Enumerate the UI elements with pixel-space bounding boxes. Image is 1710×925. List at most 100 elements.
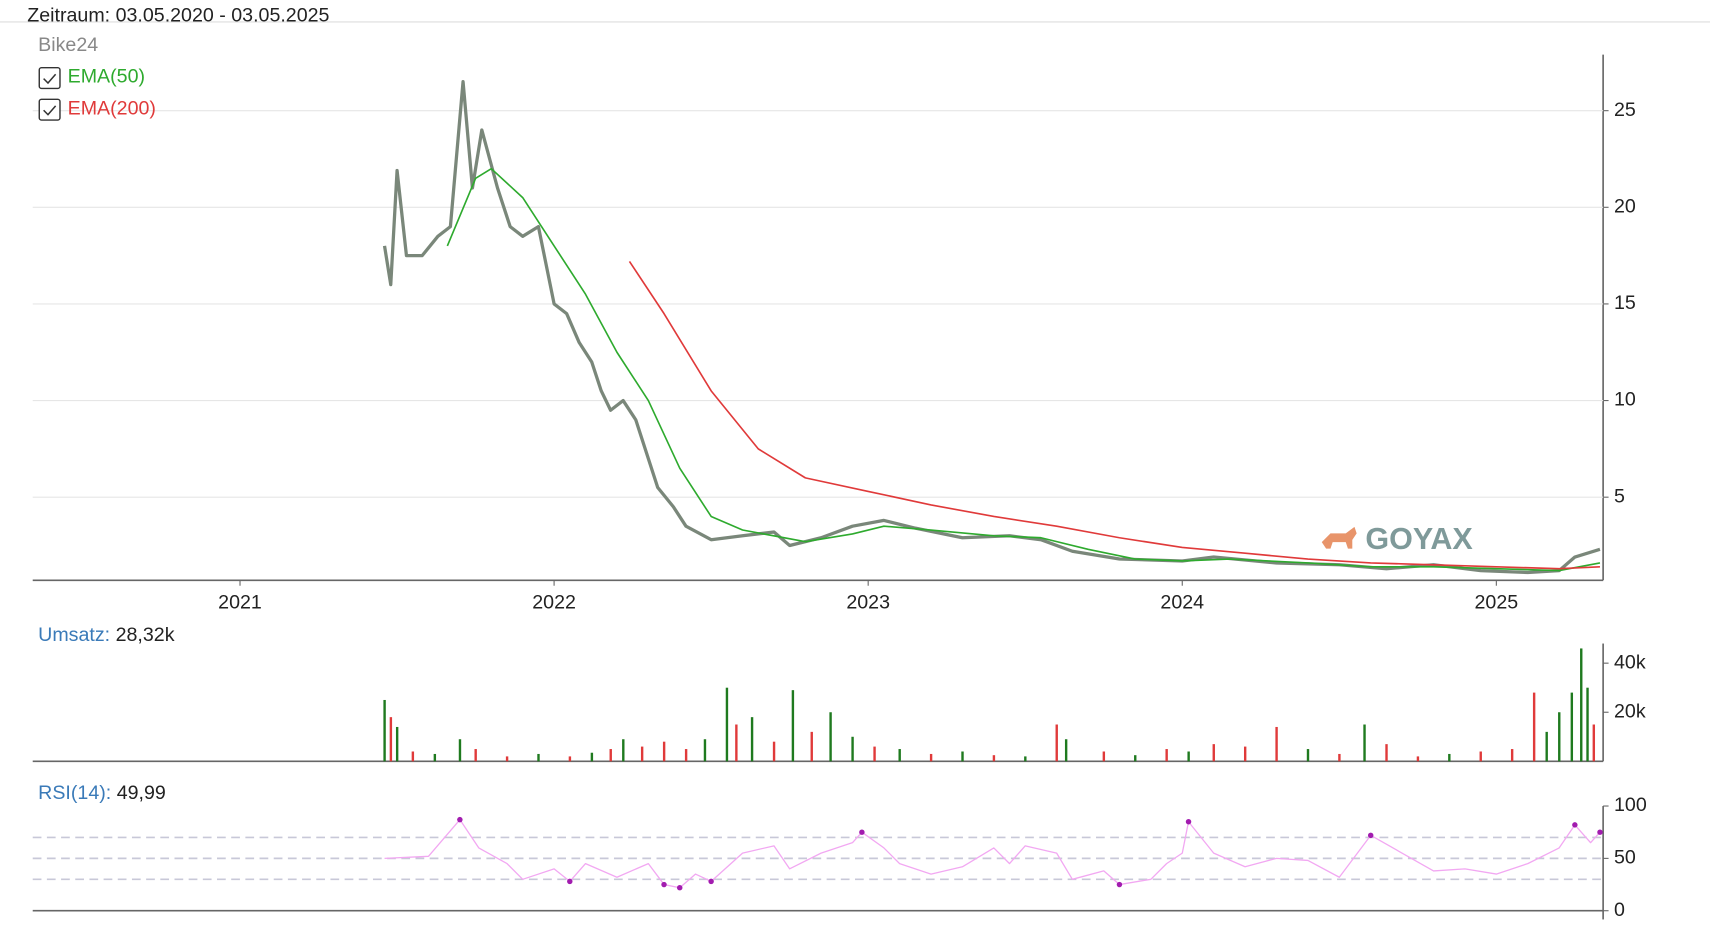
watermark-text: GOYAX [1365, 522, 1473, 556]
volume-title: Umsatz: [38, 624, 110, 646]
y-tick-label: 100 [1614, 794, 1647, 816]
volume-bar [1064, 739, 1068, 762]
checkmark [43, 73, 57, 85]
volume-bar [810, 731, 813, 762]
volume-header: Umsatz: 28,32k [38, 624, 175, 646]
legend-toggle[interactable]: EMA(200) [38, 97, 156, 121]
rsi-extreme [1572, 822, 1578, 828]
volume-bar [640, 746, 644, 762]
volume-bar [1055, 724, 1058, 762]
volume-bar [458, 739, 462, 762]
x-tick-label: 2022 [532, 591, 576, 613]
volume-bar [703, 739, 707, 762]
x-tick-label: 2021 [218, 591, 262, 613]
series-line [446, 167, 1601, 572]
volume-bar [829, 712, 832, 762]
volume-bar [684, 749, 688, 762]
volume-bar [1510, 749, 1514, 762]
series-line [384, 819, 1601, 889]
volume-bar [395, 726, 399, 762]
volume-bar [1532, 692, 1536, 762]
x-tick-label: 2023 [846, 591, 890, 613]
rsi-extreme [567, 878, 573, 885]
rsi-extreme [676, 884, 683, 891]
legend-label: EMA(200) [68, 97, 156, 119]
volume-bar [383, 699, 386, 762]
y-tick-label: 20 [1614, 195, 1636, 217]
rsi-extreme [1185, 819, 1192, 825]
volume-bar [1385, 744, 1388, 762]
volume-bar [1363, 724, 1366, 762]
volume-bar [992, 755, 996, 762]
volume-bar [750, 717, 754, 762]
x-tick-label: 2024 [1160, 591, 1204, 613]
volume-bar [1275, 726, 1278, 762]
y-tick-label: 50 [1614, 847, 1636, 869]
volume-bar [725, 687, 729, 762]
rsi-extreme [708, 878, 714, 885]
checkbox [38, 67, 61, 90]
volume-bar [1586, 687, 1589, 762]
y-tick-label: 5 [1614, 485, 1625, 507]
volume-bar [505, 756, 509, 762]
volume-bar [1187, 751, 1190, 762]
rsi-extreme [457, 816, 463, 823]
volume-bar [537, 753, 540, 762]
volume-current: 28,32k [116, 624, 175, 646]
legend-label: Bike24 [38, 34, 98, 56]
volume-bar [1416, 756, 1420, 762]
y-tick-label: 20k [1614, 700, 1646, 722]
volume-bar [568, 756, 572, 762]
volume-bar [1570, 692, 1574, 762]
rsi-extreme [859, 829, 865, 835]
volume-bar [898, 749, 901, 762]
volume-bar [1024, 756, 1027, 762]
watermark: GOYAX [1321, 522, 1473, 556]
rsi-current: 49,99 [117, 782, 166, 804]
checkbox [38, 98, 61, 121]
y-tick-label: 10 [1614, 389, 1636, 411]
volume-bar [1243, 746, 1247, 762]
x-tick-label: 2025 [1475, 591, 1519, 613]
series-line [382, 80, 1601, 575]
volume-bar [735, 724, 738, 762]
y-tick-label: 0 [1614, 899, 1625, 921]
volume-bar [772, 741, 776, 762]
volume-bar [474, 749, 477, 762]
volume-bar [389, 717, 393, 762]
volume-bar [929, 753, 933, 762]
rsi-extreme [661, 881, 667, 888]
volume-bar [622, 739, 625, 762]
volume-bar [1338, 753, 1341, 762]
volume-bar [1592, 724, 1596, 762]
volume-bar [411, 751, 415, 762]
volume-bar [1558, 712, 1561, 762]
volume-bar [961, 751, 964, 762]
volume-bar [873, 746, 876, 762]
volume-bar [1545, 731, 1548, 762]
checkmark [43, 105, 57, 116]
volume-bar [1165, 749, 1168, 762]
period: Zeitraum: 03.05.2020 - 03.05.2025 [27, 5, 329, 27]
volume-bar [1306, 749, 1310, 762]
y-tick-label: 15 [1614, 292, 1636, 314]
legend-toggle[interactable]: EMA(50) [38, 66, 145, 90]
series-line [628, 260, 1601, 570]
y-tick-label: 40k [1614, 651, 1646, 673]
y-tick-label: 25 [1614, 99, 1636, 121]
volume-bar [609, 749, 612, 762]
rsi-extreme [1367, 832, 1374, 839]
rsi-title: RSI(14): [38, 782, 111, 804]
volume-bar [791, 690, 795, 762]
volume-bar [590, 752, 594, 762]
volume-bar [433, 753, 437, 762]
rsi-extreme [1597, 829, 1603, 835]
legend-label: EMA(50) [68, 66, 145, 88]
volume-bar [1212, 744, 1215, 762]
volume-bar [1580, 648, 1583, 762]
volume-bar [1448, 753, 1451, 762]
volume-bar [662, 741, 666, 762]
volume-bar [851, 736, 854, 762]
